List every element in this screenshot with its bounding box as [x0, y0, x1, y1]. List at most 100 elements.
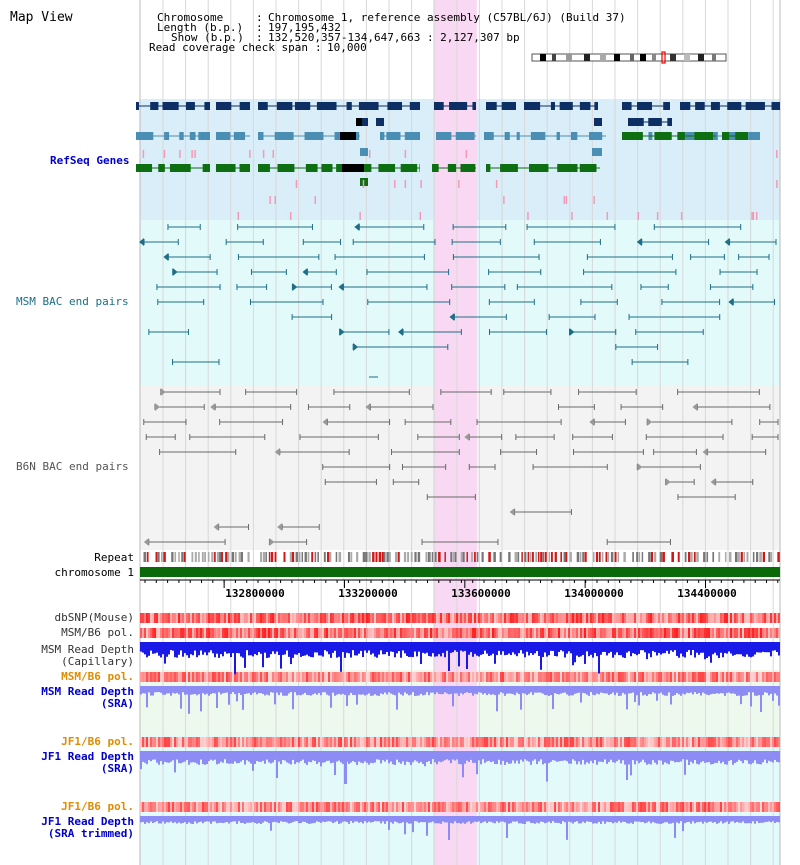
track-label-msm-b6-pol[interactable]: MSM/B6 pol. — [61, 626, 134, 639]
read-depth-bar — [740, 751, 742, 762]
read-depth-bar — [504, 816, 506, 823]
read-depth-bar — [484, 686, 486, 694]
polymorphism-cell — [258, 672, 260, 682]
read-depth-bar — [574, 816, 576, 823]
read-depth-bar — [628, 751, 630, 765]
read-depth-bar — [448, 686, 450, 695]
track-label-b6n-bac[interactable]: B6N BAC end pairs — [16, 460, 129, 473]
polymorphism-cell — [362, 737, 364, 747]
read-depth-bar — [320, 686, 322, 696]
polymorphism-cell — [156, 628, 158, 638]
polymorphism-cell — [768, 737, 770, 747]
read-depth-bar — [424, 686, 426, 695]
polymorphism-cell — [258, 737, 260, 747]
axis-tick-label: 133600000 — [451, 587, 511, 600]
read-depth-bar — [762, 751, 764, 763]
polymorphism-cell — [744, 802, 746, 812]
polymorphism-cell — [724, 613, 726, 623]
repeat-feature — [338, 552, 342, 562]
polymorphism-cell — [748, 628, 750, 638]
read-depth-bar — [712, 751, 714, 765]
read-depth-bar — [412, 751, 414, 763]
track-label-jf1-depth-trim[interactable]: JF1 Read Depth — [41, 815, 134, 828]
track-label-jf1-b6-pol[interactable]: JF1/B6 pol. — [61, 735, 134, 748]
polymorphism-cell — [426, 672, 428, 682]
polymorphism-cell — [390, 672, 392, 682]
polymorphism-cell — [414, 628, 416, 638]
polymorphism-cell — [360, 613, 362, 623]
polymorphism-cell — [650, 737, 652, 747]
polymorphism-cell — [364, 672, 366, 682]
polymorphism-cell — [334, 672, 336, 682]
gene-exon — [162, 102, 179, 110]
polymorphism-cell — [484, 737, 486, 747]
read-depth-bar — [652, 686, 654, 693]
polymorphism-cell — [540, 628, 542, 638]
read-depth-bar — [714, 642, 716, 653]
polymorphism-cell — [294, 672, 296, 682]
polymorphism-cell — [626, 613, 628, 623]
read-depth-bar — [630, 751, 632, 776]
read-depth-bar — [248, 686, 250, 694]
read-depth-bar — [242, 816, 244, 823]
polymorphism-cell — [386, 737, 388, 747]
polymorphism-cell — [562, 802, 564, 812]
repeat-feature — [397, 552, 400, 562]
polymorphism-cell — [460, 628, 462, 638]
read-depth-bar — [398, 816, 400, 824]
track-label-msm-depth-cap[interactable]: MSM Read Depth — [41, 643, 134, 656]
polymorphism-cell — [196, 672, 198, 682]
read-depth-bar — [318, 751, 320, 763]
polymorphism-cell — [220, 672, 222, 682]
read-depth-bar — [298, 751, 300, 763]
polymorphism-cell — [178, 672, 180, 682]
polymorphism-cell — [224, 802, 226, 812]
gene-exon — [550, 102, 555, 110]
polymorphism-cell — [508, 672, 510, 682]
read-depth-bar — [420, 816, 422, 823]
read-depth-bar — [304, 686, 306, 693]
read-depth-bar — [214, 816, 216, 822]
read-depth-bar — [718, 751, 720, 761]
read-depth-bar — [764, 816, 766, 823]
polymorphism-cell — [316, 737, 318, 747]
polymorphism-cell — [698, 613, 700, 623]
polymorphism-cell — [662, 628, 664, 638]
polymorphism-cell — [580, 613, 582, 623]
read-depth-bar — [540, 642, 542, 670]
read-depth-bar — [580, 642, 582, 657]
polymorphism-cell — [552, 628, 554, 638]
polymorphism-cell — [256, 613, 258, 623]
polymorphism-cell — [482, 802, 484, 812]
track-label-dbsnp[interactable]: dbSNP(Mouse) — [54, 611, 134, 624]
track-label-msm-bac[interactable]: MSM BAC end pairs — [16, 295, 129, 308]
track-label-chromosome[interactable]: chromosome 1 — [54, 566, 134, 579]
repeat-feature — [598, 552, 601, 562]
track-label-msm-depth-sra[interactable]: MSM Read Depth — [41, 685, 134, 698]
polymorphism-cell — [378, 672, 380, 682]
track-label-jf1-depth-sra[interactable]: JF1 Read Depth — [41, 750, 134, 763]
polymorphism-cell — [426, 802, 428, 812]
track-label-refseq[interactable]: RefSeq Genes — [50, 154, 130, 167]
gene-exon — [557, 164, 578, 172]
polymorphism-cell — [640, 672, 642, 682]
track-label-msm-b6-pol2[interactable]: MSM/B6 pol. — [61, 670, 134, 683]
polymorphism-cell — [524, 628, 526, 638]
polymorphism-cell — [440, 737, 442, 747]
polymorphism-cell — [680, 672, 682, 682]
polymorphism-cell — [652, 737, 654, 747]
read-depth-bar — [342, 751, 344, 764]
polymorphism-cell — [580, 737, 582, 747]
read-depth-bar — [698, 751, 700, 765]
polymorphism-cell — [358, 737, 360, 747]
track-label-jf1-b6-pol2[interactable]: JF1/B6 pol. — [61, 800, 134, 813]
read-depth-bar — [148, 642, 150, 656]
repeat-feature — [690, 552, 693, 562]
polymorphism-cell — [632, 672, 634, 682]
read-depth-bar — [604, 642, 606, 652]
track-label-repeat[interactable]: Repeat — [94, 551, 134, 564]
polymorphism-cell — [394, 613, 396, 623]
highlight-region — [433, 0, 477, 865]
polymorphism-cell — [548, 802, 550, 812]
